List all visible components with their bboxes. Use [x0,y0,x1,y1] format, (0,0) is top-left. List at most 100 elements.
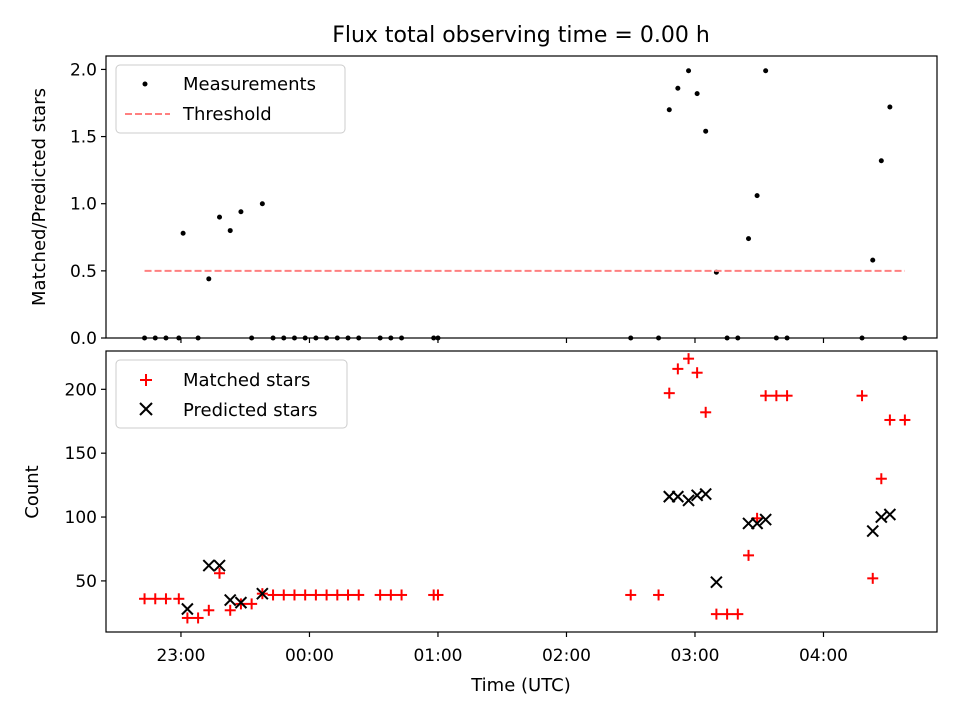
predicted-stars-point [671,490,685,503]
matched-stars-point [321,589,333,601]
measurement-point [334,335,340,341]
matched-stars-point [899,414,911,426]
measurement-point [206,276,212,282]
matched-stars-point [214,567,226,579]
matched-stars-point [770,390,782,402]
measurement-point [754,193,760,199]
matched-stars-point [246,598,258,610]
measurement-point [238,209,244,215]
matched-stars-point [625,589,637,601]
measurement-point [180,230,186,236]
measurement-point [388,335,394,341]
matched-stars-point [663,387,675,399]
measurement-point [345,335,351,341]
measurement-point [902,335,908,341]
predicted-stars-point [181,602,194,616]
ratio-y-axis: 0.0 0.5 1.0 1.5 2.0 [70,60,106,349]
x-tick-label: 04:00 [799,646,848,666]
matched-stars-point [310,589,322,601]
matched-stars-point [299,589,311,601]
count-legend: Matched stars Predicted stars [115,359,348,429]
predicted-stars-point [866,524,879,538]
ratio-legend: Measurements Threshold [115,64,346,134]
measurement-point [227,228,233,234]
matched-stars-point [173,593,185,605]
legend-measurements-label: Measurements [183,74,316,95]
matched-stars-point [278,589,290,601]
matched-stars-point [710,608,722,620]
x-axis-label: Time (UTC) [470,675,571,696]
matched-stars-point [181,612,193,624]
matched-stars-point [672,363,684,375]
x-tick-label: 01:00 [413,646,462,666]
matched-stars-point [288,589,300,601]
matched-stars-point [267,589,279,601]
legend-predicted-marker [139,402,153,416]
measurement-point [377,335,383,341]
matched-stars-point [385,589,397,601]
x-tick-label: 03:00 [670,646,719,666]
matched-stars-point [884,414,896,426]
matched-stars-point [721,608,733,620]
measurement-point [870,257,876,263]
y-tick-label: 1.5 [70,128,97,148]
ratio-y-axis-label: Matched/Predicted stars [29,88,50,306]
matched-stars-point [683,353,695,365]
y-tick-label: 100 [65,508,97,528]
matched-stars-point [139,593,151,605]
matched-stars-point [875,473,887,485]
matched-stars-point [432,589,444,601]
count-marks [139,353,911,624]
y-tick-label: 0.0 [70,329,97,349]
predicted-stars-point [682,494,695,507]
matched-stars-point [149,593,161,605]
measurement-point [142,335,148,341]
y-tick-label: 200 [65,380,97,400]
legend-predicted-label: Predicted stars [183,400,317,421]
measurement-point [217,214,223,220]
measurement-point [686,68,692,74]
measurement-point [291,335,297,341]
measurement-point [259,201,265,207]
matched-stars-point [342,589,354,601]
matched-stars-point [353,589,365,601]
predicted-stars-point [224,593,237,607]
measurement-point [878,158,884,164]
measurement-point [324,335,330,341]
measurement-point [431,335,437,341]
chart-title: Flux total observing time = 0.00 h [332,23,710,48]
matched-stars-point [396,589,408,601]
measurement-point [735,335,741,341]
measurement-point [887,104,893,110]
legend-matched-marker [140,374,152,386]
measurement-point [163,335,169,341]
matched-stars-point [867,572,879,584]
predicted-stars-point [883,508,897,521]
measurement-point [281,335,287,341]
measurement-point [628,335,634,341]
measurement-point [666,107,672,113]
count-plot-area [105,350,938,633]
y-tick-label: 0.5 [70,262,97,282]
measurement-point [302,335,308,341]
measurement-point [784,335,790,341]
measurement-point [656,335,662,341]
x-tick-label: 23:00 [156,646,205,666]
legend-measurements-marker [142,81,148,87]
predicted-stars-point [234,596,248,609]
y-tick-label: 50 [75,572,97,592]
ratio-plot-area [105,55,938,339]
measurement-point [773,335,779,341]
predicted-stars-point [213,559,226,572]
legend-threshold-label: Threshold [182,104,272,125]
matched-stars-point [700,406,712,418]
matched-stars-point [374,589,386,601]
measurement-point [399,335,405,341]
count-panel: 50 100 150 200 23:00 00:00 01:00 02:00 03:00 04:… [22,350,938,696]
matched-stars-point [192,612,204,624]
matched-stars-point [691,367,703,379]
predicted-stars-point [699,487,712,501]
matched-stars-point [160,593,172,605]
ratio-marks [142,68,908,341]
